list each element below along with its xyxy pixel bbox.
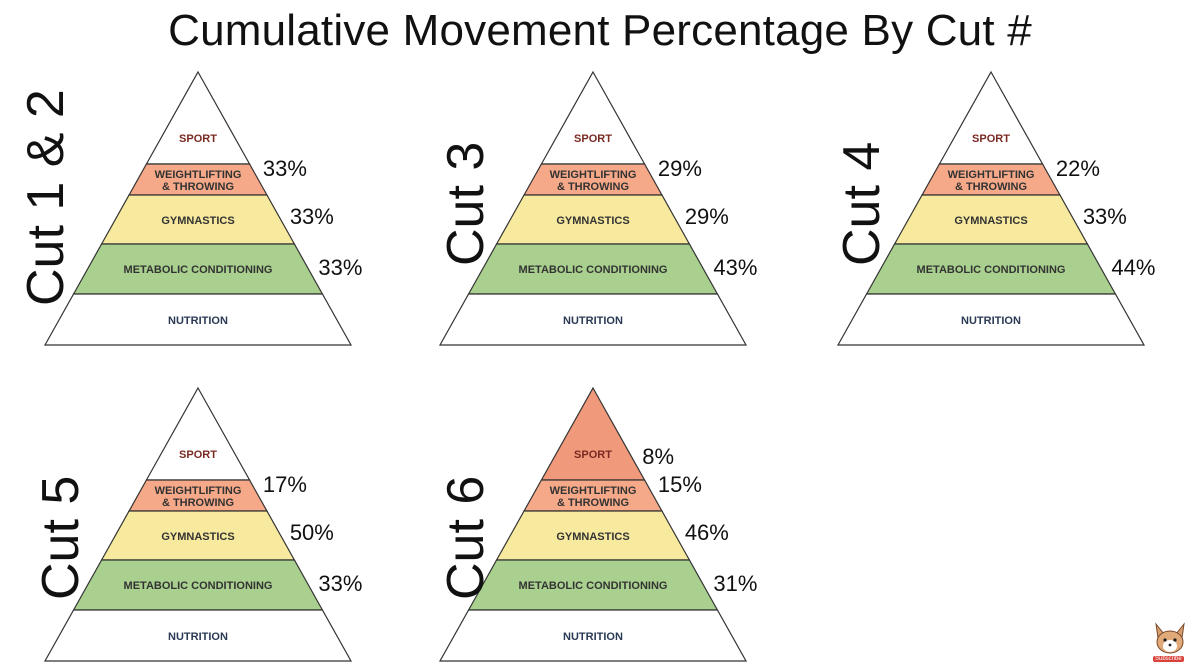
percent-metcon: 33% [318, 255, 363, 280]
pyramid-diagram: SPORT WEIGHTLIFTING& THROWING GYMNASTICS ME… [438, 70, 748, 346]
band-label-weightlifting: WEIGHTLIFTING [550, 169, 637, 181]
band-label-throwing: & THROWING [557, 181, 629, 193]
percent-metcon: 33% [318, 571, 363, 596]
percent-gymnastics: 46% [684, 520, 729, 545]
cut-label: Cut 4 [833, 141, 891, 266]
band-label-sport: SPORT [179, 449, 217, 461]
band-label-nutrition: NUTRITION [961, 315, 1021, 327]
corgi-icon[interactable] [1150, 622, 1190, 666]
band-label-metcon: METABOLIC CONDITIONING [124, 264, 273, 276]
percent-weightlifting: 15% [657, 472, 702, 497]
band-sport [540, 70, 646, 165]
pyramid-panel: SPORT WEIGHTLIFTING & THROWING GYMNASTICS ME… [410, 66, 757, 346]
band-label-weightlifting: WEIGHTLIFTING [550, 485, 637, 497]
pyramid-diagram: SPORT WEIGHTLIFTING& THROWING GYMNASTICS ME… [43, 386, 353, 662]
pyramid-panel: SPORT WEIGHTLIFTING & THROWING GYMNASTICS ME… [15, 66, 362, 346]
percent-sport: 8% [642, 444, 675, 469]
cut-label: Cut 1 & 2 [17, 89, 75, 306]
band-label-throwing: & THROWING [162, 497, 234, 509]
percent-gymnastics: 50% [289, 520, 334, 545]
percent-metcon: 43% [713, 255, 758, 280]
band-label-sport: SPORT [179, 133, 217, 145]
band-label-metcon: METABOLIC CONDITIONING [917, 264, 1066, 276]
cut-label: Cut 6 [437, 475, 495, 600]
band-sport [145, 386, 251, 481]
pyramid-panel: SPORT WEIGHTLIFTING & THROWING GYMNASTICS ME… [15, 382, 362, 662]
band-label-gymnastics: GYMNASTICS [556, 531, 629, 543]
band-label-nutrition: NUTRITION [563, 315, 623, 327]
subscribe-badge[interactable]: Subscribe [1153, 656, 1184, 662]
band-label-throwing: & THROWING [955, 181, 1027, 193]
band-label-gymnastics: GYMNASTICS [161, 531, 234, 543]
band-sport [540, 386, 646, 481]
percent-metcon: 31% [713, 571, 758, 596]
band-sport [938, 70, 1044, 165]
band-label-metcon: METABOLIC CONDITIONING [124, 580, 273, 592]
band-nutrition [438, 293, 748, 346]
percent-weightlifting: 29% [657, 156, 702, 181]
percent-gymnastics: 33% [1082, 204, 1127, 229]
percent-weightlifting: 17% [262, 472, 307, 497]
band-label-throwing: & THROWING [557, 497, 629, 509]
cut-label: Cut 5 [32, 475, 90, 600]
band-label-nutrition: NUTRITION [168, 315, 228, 327]
percent-metcon: 44% [1111, 255, 1156, 280]
band-label-sport: SPORT [574, 133, 612, 145]
band-label-nutrition: NUTRITION [168, 631, 228, 643]
band-label-gymnastics: GYMNASTICS [954, 215, 1027, 227]
band-nutrition [836, 293, 1146, 346]
band-label-sport: SPORT [972, 133, 1010, 145]
percent-gymnastics: 33% [289, 204, 334, 229]
band-label-metcon: METABOLIC CONDITIONING [519, 264, 668, 276]
pyramid-panel: SPORT WEIGHTLIFTING & THROWING GYMNASTICS ME… [808, 66, 1155, 346]
percent-gymnastics: 29% [684, 204, 729, 229]
band-label-gymnastics: GYMNASTICS [556, 215, 629, 227]
band-nutrition [438, 609, 748, 662]
percent-weightlifting: 33% [262, 156, 307, 181]
band-label-gymnastics: GYMNASTICS [161, 215, 234, 227]
band-label-nutrition: NUTRITION [563, 631, 623, 643]
band-label-weightlifting: WEIGHTLIFTING [155, 169, 242, 181]
band-label-weightlifting: WEIGHTLIFTING [948, 169, 1035, 181]
page-title: Cumulative Movement Percentage By Cut # [168, 6, 1032, 55]
pyramid-diagram: SPORT WEIGHTLIFTING& THROWING GYMNASTICS ME… [43, 70, 353, 346]
pyramid-diagram: SPORT WEIGHTLIFTING& THROWING GYMNASTICS ME… [438, 386, 748, 662]
pyramid-panel: SPORT WEIGHTLIFTING & THROWING GYMNASTICS ME… [410, 382, 757, 662]
band-label-throwing: & THROWING [162, 181, 234, 193]
band-label-weightlifting: WEIGHTLIFTING [155, 485, 242, 497]
band-label-sport: SPORT [574, 449, 612, 461]
band-nutrition [43, 609, 353, 662]
cut-label: Cut 3 [437, 141, 495, 266]
pyramid-diagram: SPORT WEIGHTLIFTING& THROWING GYMNASTICS ME… [836, 70, 1146, 346]
percent-weightlifting: 22% [1055, 156, 1100, 181]
band-label-metcon: METABOLIC CONDITIONING [519, 580, 668, 592]
band-nutrition [43, 293, 353, 346]
band-sport [145, 70, 251, 165]
